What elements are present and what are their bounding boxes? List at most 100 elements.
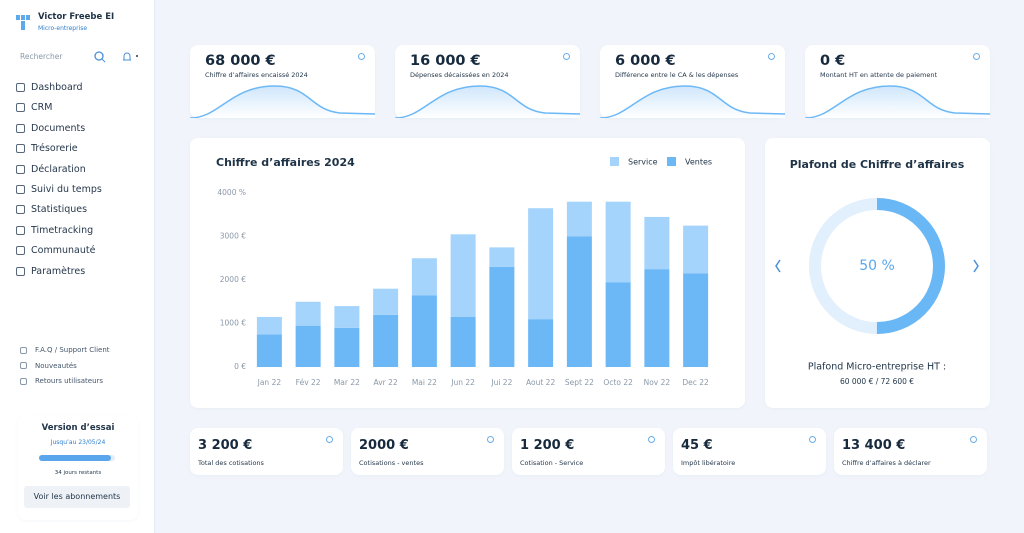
trial-remaining: 34 jours restants: [54, 470, 102, 476]
y-tick-label: 4000 %: [217, 188, 246, 197]
menu-item[interactable]: Paramètres: [16, 266, 85, 277]
y-tick-label: 2000 €: [220, 275, 246, 284]
menu-icon: [16, 144, 25, 154]
x-tick-label: Jun 22: [450, 378, 475, 387]
kpi-card: 45 € Impôt libératoire: [673, 428, 826, 475]
x-tick-label: Mai 22: [412, 378, 437, 387]
menu-label: Déclaration: [31, 163, 86, 175]
footer-link[interactable]: Nouveautés: [20, 362, 77, 370]
bar-segment: [528, 319, 554, 367]
menu-label: Trésorerie: [31, 143, 78, 155]
y-tick-label: 1000 €: [220, 319, 246, 328]
menu-item[interactable]: Timetracking: [16, 225, 93, 236]
menu-icon: [16, 205, 25, 215]
bar-segment: [489, 266, 515, 367]
link-icon: [20, 377, 27, 385]
kpi-label: Chiffre d’affaires encaissé 2024: [205, 71, 308, 79]
kpi-value: 2000 €: [359, 438, 409, 453]
bar-segment: [334, 327, 360, 367]
menu-label: Communauté: [31, 245, 96, 257]
user-name: Victor Freebe EI: [38, 12, 115, 22]
menu-label: Paramètres: [31, 265, 86, 277]
logo: [16, 15, 30, 30]
kpi-card: 6 000 € Différence entre le CA & les dépe…: [600, 45, 785, 118]
kpi-card: 16 000 € Dépenses décaissées en 2024: [395, 45, 580, 118]
bar-segment: [334, 306, 360, 328]
menu-icon: [16, 83, 25, 92]
gauge-card: Plafond de Chiffre d’affaires Plafond Mi…: [765, 138, 990, 408]
kpi-label: Total des cotisations: [198, 459, 264, 467]
bar-segment: [450, 316, 476, 367]
bar-segment: [411, 258, 437, 296]
user-status[interactable]: Micro-entreprise: [38, 25, 88, 32]
link-label: Nouveautés: [35, 361, 77, 370]
info-icon[interactable]: [970, 436, 977, 443]
info-icon[interactable]: [487, 436, 494, 443]
info-icon[interactable]: [973, 53, 980, 60]
kpi-value: 13 400 €: [842, 438, 906, 453]
info-icon[interactable]: [648, 436, 655, 443]
menu-item[interactable]: Trésorerie: [16, 143, 78, 154]
info-icon[interactable]: [326, 436, 333, 443]
x-tick-label: Avr 22: [374, 378, 398, 387]
kpi-card: 0 € Montant HT en attente de paiement: [805, 45, 990, 118]
x-tick-label: Nov 22: [644, 378, 671, 387]
footer-link[interactable]: F.A.Q / Support Client: [20, 346, 110, 354]
menu-icon: [16, 246, 25, 256]
carousel-arrows[interactable]: [775, 259, 979, 273]
bar-segment: [411, 295, 437, 367]
menu-item[interactable]: Communauté: [16, 245, 95, 256]
kpi-value: 0 €: [820, 53, 846, 69]
trial-title: Version d’essai: [41, 423, 115, 433]
gauge-arc: [809, 198, 945, 334]
x-tick-label: Fév 22: [296, 378, 321, 387]
x-tick-label: Jan 22: [257, 378, 282, 387]
kpi-label: Impôt libératoire: [681, 459, 736, 467]
menu-label: Suivi du temps: [31, 184, 102, 195]
kpi-label: Dépenses décaissées en 2024: [410, 71, 509, 79]
link-icon: [20, 362, 27, 369]
info-icon[interactable]: [563, 53, 570, 60]
info-icon[interactable]: [768, 53, 775, 60]
sidebar: Victor Freebe EI Micro-entreprise Recher…: [0, 0, 155, 533]
menu-icon: [16, 103, 25, 113]
legend-label: Service: [628, 158, 658, 167]
bar-segment: [566, 201, 592, 237]
menu-item[interactable]: Déclaration: [16, 164, 86, 175]
footer-link[interactable]: Retours utilisateurs: [20, 377, 103, 385]
bar-segment: [644, 269, 670, 367]
kpi-label: Cotisations - ventes: [359, 459, 424, 467]
bar-segment: [644, 216, 670, 270]
kpi-value: 1 200 €: [520, 438, 575, 453]
chart-title: Chiffre d’affaires 2024: [216, 156, 355, 169]
gauge-caption: Plafond Micro-entreprise HT :: [808, 362, 946, 373]
menu-item[interactable]: CRM: [16, 102, 52, 113]
bar-segment: [683, 225, 709, 274]
info-icon[interactable]: [809, 436, 816, 443]
kpi-value: 68 000 €: [205, 53, 276, 69]
menu-icon: [16, 266, 25, 276]
search[interactable]: Rechercher: [20, 52, 63, 61]
link-label: F.A.Q / Support Client: [35, 346, 110, 354]
kpi-value: 6 000 €: [615, 53, 676, 69]
kpi-label: Différence entre le CA & les dépenses: [615, 71, 739, 79]
bar-segment: [528, 208, 554, 320]
x-tick-label: Mar 22: [334, 378, 360, 387]
menu-item[interactable]: Suivi du temps: [16, 184, 102, 195]
bar-segment: [489, 247, 515, 267]
kpi-value: 16 000 €: [410, 53, 481, 69]
menu-icon: [16, 164, 25, 174]
kpi-label: Cotisation - Service: [520, 459, 584, 467]
menu-label: CRM: [31, 102, 53, 114]
menu-item[interactable]: Documents: [16, 123, 85, 134]
bar-segment: [373, 314, 399, 367]
chart-card: Chiffre d’affaires 2024 0 € 1000 € 2000 € 3…: [190, 138, 745, 408]
bar-segment: [450, 234, 476, 317]
menu-item[interactable]: Dashboard: [16, 82, 83, 93]
menu-icon: [16, 185, 25, 194]
bar-segment: [295, 325, 321, 367]
menu-item[interactable]: Statistiques: [16, 204, 87, 215]
info-icon[interactable]: [358, 53, 365, 60]
subscribe-button[interactable]: Voir les abonnements: [24, 486, 130, 508]
